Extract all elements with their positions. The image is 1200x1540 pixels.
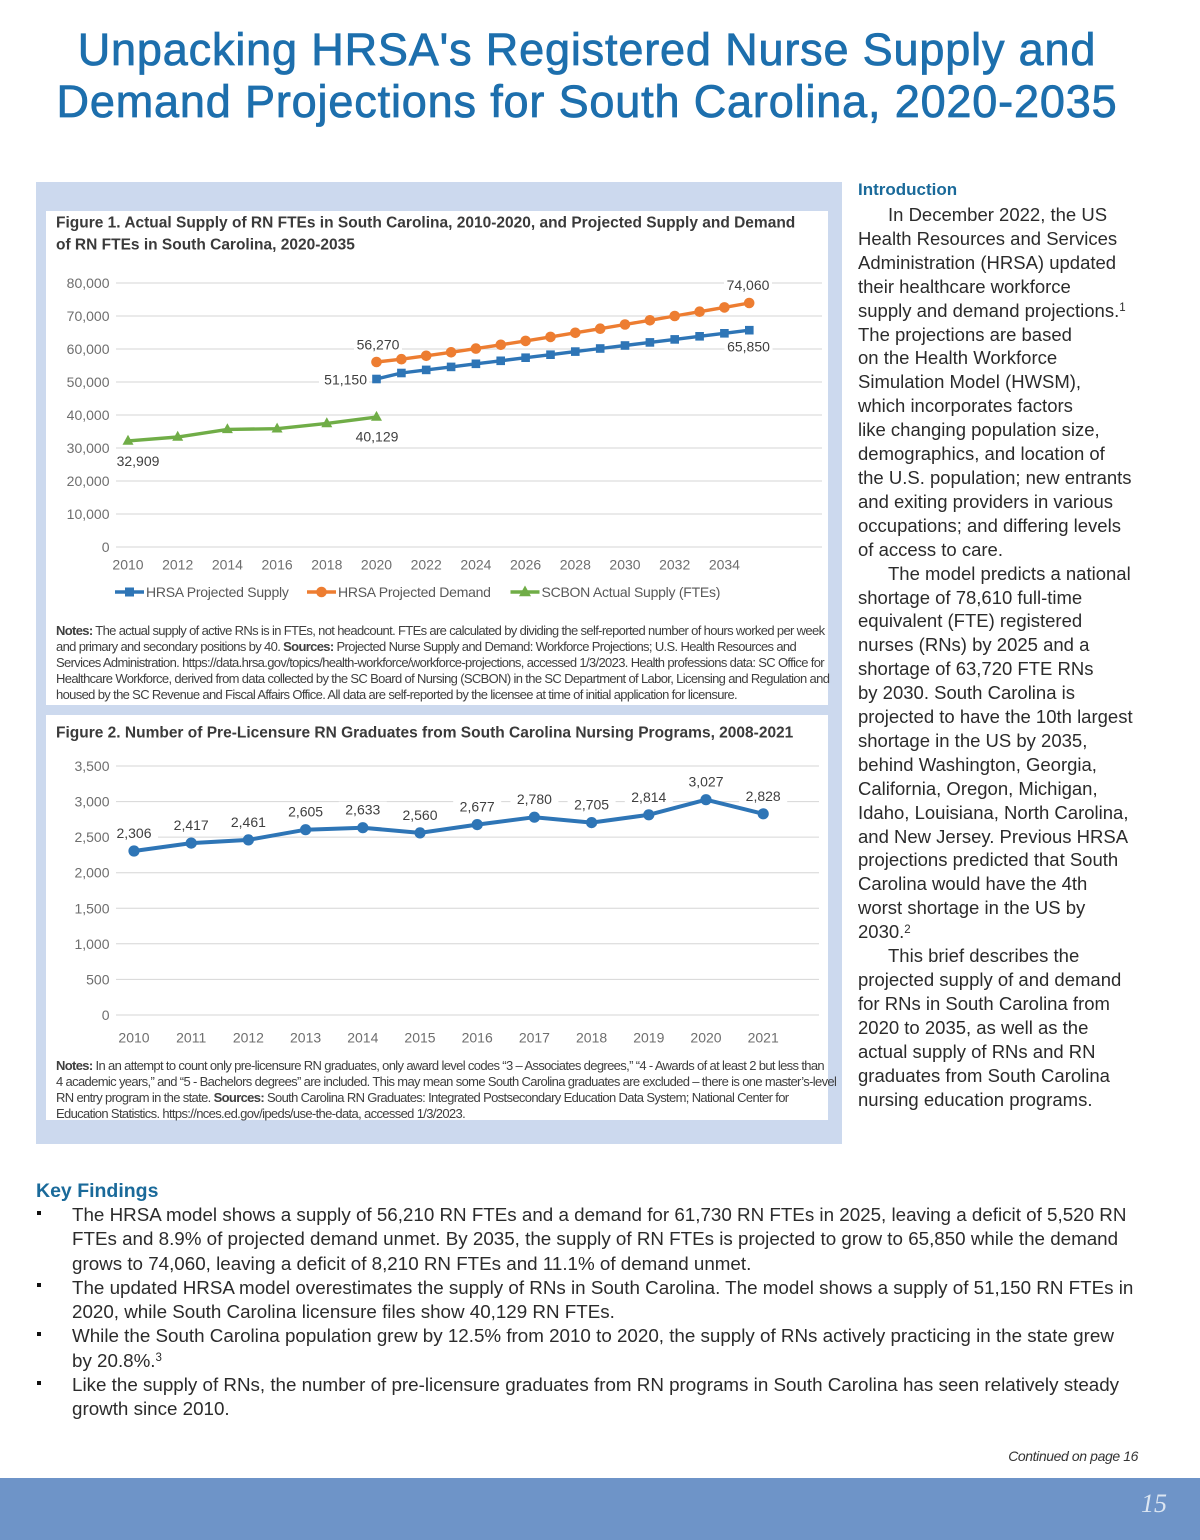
svg-text:70,000: 70,000 — [67, 308, 110, 324]
svg-text:1,000: 1,000 — [74, 936, 109, 952]
svg-text:32,909: 32,909 — [117, 453, 160, 469]
svg-text:Figure 2. Number of Pre-Licens: Figure 2. Number of Pre-Licensure RN Gra… — [56, 725, 794, 742]
svg-text:2030: 2030 — [609, 557, 640, 573]
svg-text:2,417: 2,417 — [174, 817, 209, 833]
svg-text:3,000: 3,000 — [74, 794, 109, 810]
svg-text:2032: 2032 — [659, 557, 690, 573]
svg-text:2,705: 2,705 — [574, 797, 609, 813]
svg-text:0: 0 — [102, 539, 110, 555]
svg-text:2020: 2020 — [690, 1030, 721, 1046]
svg-text:2015: 2015 — [404, 1030, 435, 1046]
svg-text:2034: 2034 — [709, 557, 740, 573]
svg-text:2021: 2021 — [748, 1030, 779, 1046]
svg-text:2,605: 2,605 — [288, 804, 323, 820]
svg-text:of RN FTEs in South Carolina,: of RN FTEs in South Carolina, 2020-2035 — [56, 237, 355, 254]
svg-text:2,677: 2,677 — [460, 799, 495, 815]
svg-text:2020: 2020 — [361, 557, 392, 573]
svg-text:Figure 1. Actual Supply of RN: Figure 1. Actual Supply of RN FTEs in So… — [56, 215, 795, 232]
svg-text:2,814: 2,814 — [631, 789, 666, 805]
svg-text:3,500: 3,500 — [74, 758, 109, 774]
svg-text:50,000: 50,000 — [67, 374, 110, 390]
svg-text:51,150: 51,150 — [324, 372, 367, 388]
svg-text:3,027: 3,027 — [688, 774, 723, 790]
svg-text:HRSA Projected Demand: HRSA Projected Demand — [338, 584, 491, 600]
svg-text:2,306: 2,306 — [116, 825, 151, 841]
svg-text:40,000: 40,000 — [67, 407, 110, 423]
svg-text:56,270: 56,270 — [357, 337, 400, 353]
svg-text:2012: 2012 — [162, 557, 193, 573]
svg-text:2010: 2010 — [112, 557, 143, 573]
svg-text:1,500: 1,500 — [74, 900, 109, 916]
svg-text:0: 0 — [102, 1007, 110, 1023]
svg-text:2014: 2014 — [347, 1030, 378, 1046]
svg-text:2028: 2028 — [560, 557, 591, 573]
svg-text:500: 500 — [86, 971, 110, 987]
svg-text:2,500: 2,500 — [74, 829, 109, 845]
svg-text:2011: 2011 — [176, 1030, 206, 1046]
svg-text:20,000: 20,000 — [67, 473, 110, 489]
svg-text:2010: 2010 — [118, 1030, 149, 1046]
svg-text:HRSA Projected Supply: HRSA Projected Supply — [146, 584, 289, 600]
svg-text:2012: 2012 — [233, 1030, 264, 1046]
svg-text:2,780: 2,780 — [517, 791, 552, 807]
svg-text:60,000: 60,000 — [67, 341, 110, 357]
svg-text:2,461: 2,461 — [231, 814, 266, 830]
svg-text:2016: 2016 — [262, 557, 293, 573]
svg-text:40,129: 40,129 — [356, 429, 399, 445]
svg-text:30,000: 30,000 — [67, 440, 110, 456]
svg-text:SCBON Actual Supply (FTEs): SCBON Actual Supply (FTEs) — [542, 584, 721, 600]
svg-text:2014: 2014 — [212, 557, 243, 573]
svg-text:2018: 2018 — [576, 1030, 607, 1046]
svg-text:10,000: 10,000 — [67, 506, 110, 522]
svg-text:2019: 2019 — [633, 1030, 664, 1046]
svg-text:2022: 2022 — [411, 557, 442, 573]
svg-text:2017: 2017 — [519, 1030, 550, 1046]
svg-text:74,060: 74,060 — [727, 277, 770, 293]
svg-text:80,000: 80,000 — [67, 275, 110, 291]
svg-text:2026: 2026 — [510, 557, 541, 573]
svg-text:2,633: 2,633 — [345, 802, 380, 818]
svg-text:2024: 2024 — [460, 557, 491, 573]
svg-text:2016: 2016 — [462, 1030, 493, 1046]
svg-text:65,850: 65,850 — [727, 339, 770, 355]
svg-text:2,000: 2,000 — [74, 865, 109, 881]
svg-text:2013: 2013 — [290, 1030, 321, 1046]
svg-text:2018: 2018 — [311, 557, 342, 573]
svg-text:2,560: 2,560 — [402, 807, 437, 823]
svg-text:2,828: 2,828 — [746, 788, 781, 804]
